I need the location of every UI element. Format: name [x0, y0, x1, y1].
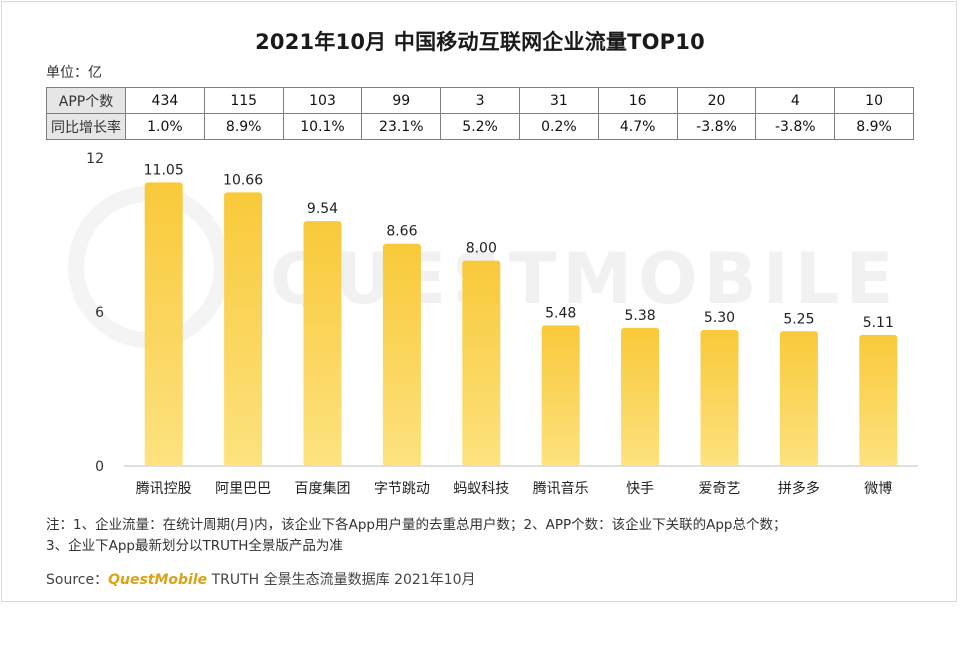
app-count-cell: 3 [440, 87, 520, 114]
bar-chart: 0 6 12 11.05 腾讯控股 10.66 阿里巴巴 9.54 百度集团 8.66 字节跳动 8… [86, 151, 918, 497]
stats-table: APP个数 434 115 103 99 3 31 16 20 4 10 同比增长率 1.0% 8.… [46, 87, 914, 140]
bar-value-label: 11.05 [144, 162, 184, 178]
source-brand: QuestMobile [108, 572, 208, 588]
growth-rate-cell: 8.9% [203, 113, 284, 140]
x-category-label: 字节跳动 [374, 481, 430, 497]
bar [621, 327, 660, 466]
watermark-text: QUESTMOBILE [270, 238, 900, 320]
y-tick-label: 0 [95, 459, 104, 475]
bar-series: 11.05 腾讯控股 10.66 阿里巴巴 9.54 百度集团 8.66 字节跳动 8.00 蚂蚁… [136, 162, 898, 497]
bar [382, 243, 421, 466]
y-tick-label: 6 [95, 305, 104, 321]
bar-value-label: 5.30 [704, 310, 735, 326]
x-category-label: 微博 [864, 480, 892, 497]
bar-value-label: 5.48 [545, 305, 576, 321]
app-count-cell: 103 [282, 87, 363, 114]
app-count-row: APP个数 434 115 103 99 3 31 16 20 4 10 [46, 87, 914, 114]
growth-rate-cell: -3.8% [755, 113, 836, 140]
growth-rate-cell: 0.2% [518, 113, 599, 140]
growth-rate-cell: 10.1% [282, 113, 363, 140]
x-category-label: 腾讯控股 [136, 480, 192, 497]
growth-rate-header: 同比增长率 [46, 113, 126, 140]
bar [303, 221, 342, 466]
bar-value-label: 10.66 [223, 172, 263, 188]
app-count-cell: 10 [834, 87, 914, 114]
x-category-label: 腾讯音乐 [533, 480, 589, 497]
growth-rate-cell: 4.7% [597, 113, 678, 140]
app-count-cell: 434 [125, 87, 205, 114]
chart-title: 2021年10月 中国移动互联网企业流量TOP10 [255, 30, 705, 54]
bar [700, 329, 739, 466]
app-count-cell: 4 [755, 87, 836, 114]
app-count-cell: 20 [676, 87, 757, 114]
bar [541, 325, 580, 466]
app-count-cell: 115 [203, 87, 284, 114]
y-axis-ticks: 0 6 12 [86, 151, 104, 475]
growth-rate-row: 同比增长率 1.0% 8.9% 10.1% 23.1% 5.2% 0.2% 4.7% -3.8… [46, 113, 914, 140]
bar-value-label: 9.54 [307, 201, 338, 217]
unit-label: 单位：亿 [46, 65, 102, 81]
growth-rate-cell: 8.9% [834, 113, 914, 140]
bar-value-label: 5.38 [625, 308, 656, 324]
bar-value-label: 5.11 [863, 315, 894, 331]
x-category-label: 快手 [626, 481, 654, 497]
growth-rate-cell: -3.8% [676, 113, 757, 140]
bar [144, 182, 183, 466]
bar [462, 260, 501, 466]
source-suffix: TRUTH 全景生态流量数据库 2021年10月 [207, 572, 476, 588]
bar-value-label: 5.25 [783, 311, 814, 327]
source-prefix: Source： [46, 572, 109, 588]
bar [224, 192, 263, 467]
bar [859, 334, 898, 466]
app-count-cell: 31 [518, 87, 599, 114]
x-category-label: 阿里巴巴 [215, 481, 271, 497]
bar-value-label: 8.00 [466, 241, 497, 257]
app-count-header: APP个数 [46, 87, 126, 114]
growth-rate-cell: 1.0% [125, 113, 205, 140]
footnote-line-2: 3、企业下App最新划分以TRUTH全景版产品为准 [46, 538, 343, 554]
bar-value-label: 8.66 [386, 224, 417, 240]
footnote: 注：1、企业流量：在统计周期(月)内，该企业下各App用户量的去重总用户数；2、… [46, 515, 936, 557]
growth-rate-cell: 23.1% [361, 113, 442, 140]
growth-rate-cell: 5.2% [440, 113, 520, 140]
x-category-label: 蚂蚁科技 [453, 481, 509, 497]
y-tick-label: 12 [86, 151, 104, 167]
x-category-label: 百度集团 [295, 480, 351, 497]
x-category-label: 爱奇艺 [699, 480, 741, 497]
x-category-label: 拼多多 [778, 480, 820, 497]
bar [779, 331, 818, 466]
app-count-cell: 99 [361, 87, 442, 114]
source-line: Source：QuestMobile TRUTH 全景生态流量数据库 2021年… [46, 569, 476, 589]
footnote-line-1: 注：1、企业流量：在统计周期(月)内，该企业下各App用户量的去重总用户数；2、… [46, 517, 787, 533]
